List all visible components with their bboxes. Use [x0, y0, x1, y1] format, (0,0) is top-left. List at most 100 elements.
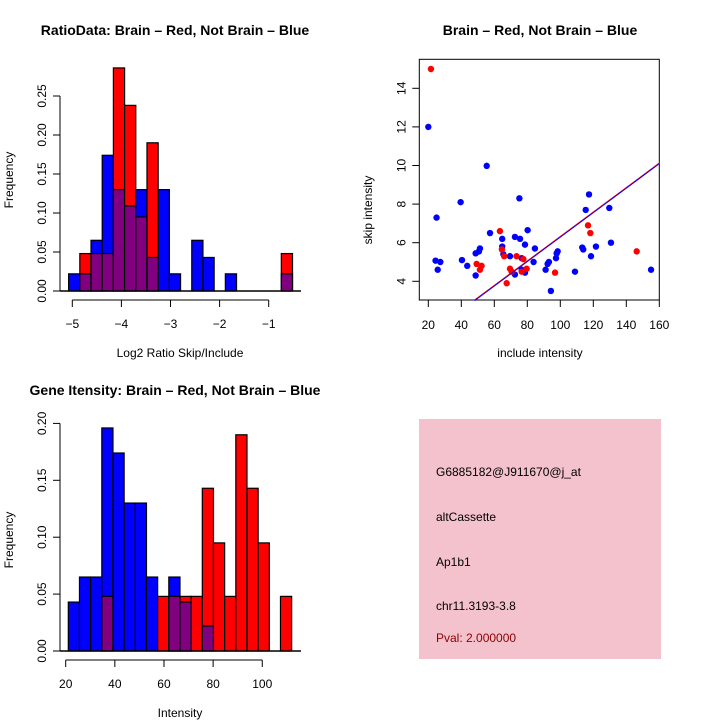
scatter-plot-box	[418, 58, 660, 301]
scatter-ylabel: skip intensity	[361, 176, 375, 245]
scatter-title: Brain – Red, Not Brain – Blue	[443, 22, 638, 38]
gene-intensity-y-tick-label: 0.15	[35, 468, 49, 492]
not-brain-point	[524, 226, 531, 234]
scatter-y-tick-label: 4	[394, 278, 408, 285]
ratio-histogram-ylabel: Frequency	[2, 152, 16, 209]
brain-point	[587, 229, 594, 237]
ratio-histogram-overlap-bar	[135, 216, 148, 292]
not-brain-point	[425, 123, 432, 131]
scatter-x-tick-label: 120	[583, 318, 603, 332]
ratio-histogram-overlap-bar	[112, 189, 126, 292]
brain-point	[523, 265, 530, 272]
scatter-x-tick-label: 40	[455, 318, 469, 332]
ratio-histogram: RatioData: Brain – Red, Not Brain – Blue…	[2, 22, 309, 360]
fit-line	[474, 162, 660, 302]
gene-intensity-bar	[78, 576, 92, 652]
ratio-histogram-overlap-bar	[90, 252, 103, 292]
gene-intensity-overlap-bar	[101, 595, 114, 652]
not-brain-point	[592, 243, 600, 250]
gene-intensity-y-tick-label: 0.00	[35, 639, 49, 663]
not-brain-point	[542, 266, 549, 273]
gene-intensity-bar	[134, 502, 148, 652]
not-brain-point	[516, 235, 524, 243]
not-brain-point	[499, 235, 506, 243]
gene-intensity-xlabel: Intensity	[158, 706, 203, 720]
gene-intensity-bar	[279, 595, 293, 652]
not-brain-point	[486, 229, 494, 237]
gene-intensity-overlap-bar	[168, 595, 181, 652]
not-brain-point	[506, 253, 514, 260]
not-brain-point	[483, 162, 490, 170]
gene-intensity-y-tick-label: 0.10	[35, 525, 49, 549]
gene-intensity-bar	[90, 576, 103, 652]
ratio-histogram-xlabel: Log2 Ratio Skip/Include	[117, 346, 244, 360]
gene-intensity-bar	[246, 487, 259, 652]
info-panel: G6885182@J911670@j_at altCassette Ap1b1 …	[419, 419, 661, 659]
not-brain-point	[585, 191, 593, 198]
scatter-x-tick-label: 80	[521, 318, 535, 332]
ratio-histogram-y-tick-label: 0.25	[35, 84, 49, 108]
brain-point	[473, 260, 480, 268]
not-brain-point	[530, 258, 537, 266]
brain-point	[551, 269, 559, 276]
brain-point	[513, 253, 520, 260]
brain-point	[520, 255, 527, 263]
brain-point	[478, 262, 485, 270]
ratio-histogram-y-tick-label: 0.15	[35, 162, 49, 186]
scatter-y-tick-label: 8	[394, 200, 408, 207]
ratio-histogram-y-tick-label: 0.05	[35, 240, 49, 264]
ratio-histogram-bar	[202, 256, 215, 292]
gene-intensity-bar	[112, 452, 125, 652]
info-panel-background	[419, 419, 661, 659]
ratio-histogram-x-tick-label: −5	[65, 317, 79, 331]
ratio-histogram-title: RatioData: Brain – Red, Not Brain – Blue	[41, 22, 310, 38]
ratio-histogram-x-tick-label: −4	[115, 317, 129, 331]
ratio-histogram-bar	[168, 273, 182, 292]
gene-intensity-bar	[157, 595, 170, 652]
gene-intensity-bar	[67, 601, 81, 652]
not-brain-point	[580, 246, 587, 253]
brain-point	[633, 248, 640, 255]
not-brain-point	[437, 258, 444, 266]
not-brain-point	[472, 272, 479, 279]
brain-point	[427, 65, 435, 73]
ratio-histogram-x-tick-label: −2	[213, 317, 227, 331]
ratio-histogram-y-tick-label: 0.10	[35, 201, 49, 225]
gene-intensity-title: Gene Itensity: Brain – Red, Not Brain – …	[30, 382, 321, 398]
scatter-xlabel: include intensity	[497, 346, 582, 360]
not-brain-point	[476, 245, 484, 252]
gene-intensity-bar	[123, 502, 136, 652]
scatter-x-tick-label: 140	[616, 318, 636, 332]
ratio-histogram-bar	[157, 189, 170, 292]
ratio-histogram-overlap-bar	[280, 273, 294, 292]
not-brain-point	[545, 258, 553, 266]
ratio-histogram-overlap-bar	[123, 205, 137, 292]
scatter-y-tick-label: 14	[394, 81, 408, 95]
fit-line-red	[474, 162, 660, 301]
brain-point	[518, 268, 525, 275]
gene-intensity-overlap-bar	[201, 625, 215, 652]
scatter-y-tick-label: 12	[394, 120, 408, 134]
gene-intensity-bar	[235, 434, 248, 652]
gene-intensity-bar	[145, 576, 159, 652]
scatter-x-tick-label: 100	[550, 318, 570, 332]
scatter-y-tick-label: 10	[394, 159, 408, 173]
not-brain-point	[516, 195, 523, 202]
gene-intensity-histogram: Gene Itensity: Brain – Red, Not Brain – …	[2, 382, 321, 720]
gene-intensity-x-tick-label: 20	[59, 677, 73, 691]
p-value: Pval: 2.000000	[436, 631, 516, 645]
genomic-location: chr11.3193-3.8	[436, 599, 516, 613]
not-brain-point	[464, 262, 471, 270]
brain-point	[501, 253, 508, 260]
ratio-histogram-x-tick-label: −3	[164, 317, 178, 331]
ratio-histogram-bar	[191, 239, 204, 292]
not-brain-point	[587, 253, 595, 260]
gene-intensity-x-tick-label: 40	[108, 677, 122, 691]
brain-point	[584, 222, 592, 229]
ratio-histogram-overlap-bar	[146, 256, 159, 292]
probe-id: G6885182@J911670@j_at	[436, 465, 582, 479]
gene-intensity-bar	[224, 595, 237, 652]
not-brain-point	[457, 198, 464, 206]
ratio-histogram-y-tick-label: 0.00	[35, 279, 49, 303]
